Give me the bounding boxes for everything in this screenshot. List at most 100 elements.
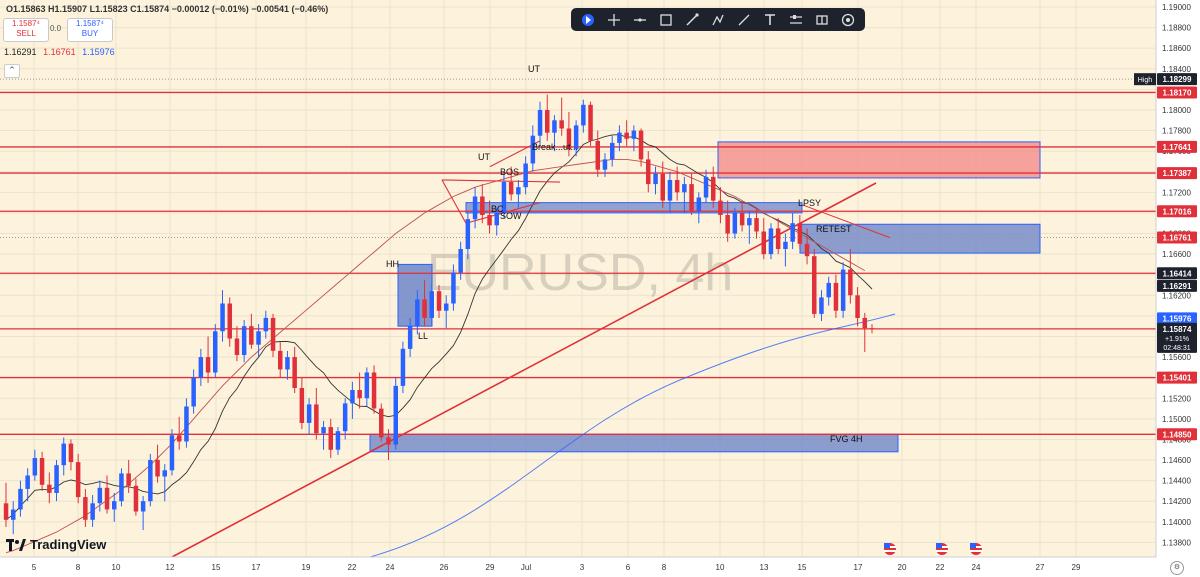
bear-candle bbox=[718, 200, 723, 215]
price-tick-label: 1.14400 bbox=[1162, 477, 1191, 486]
time-tick-label: 22 bbox=[348, 563, 357, 572]
brush-icon[interactable] bbox=[682, 11, 702, 29]
axis-settings-icon[interactable]: ⚙ bbox=[1170, 561, 1184, 575]
price-range-icon[interactable] bbox=[812, 11, 832, 29]
price-tick-label: 1.13800 bbox=[1162, 538, 1191, 547]
bull-candle bbox=[97, 487, 103, 504]
bull-candle bbox=[429, 291, 434, 318]
bull-candle bbox=[501, 182, 507, 213]
bull-candle bbox=[263, 317, 269, 332]
sell-button[interactable]: 1.1587⁴ SELL bbox=[3, 18, 49, 42]
crosshair-icon[interactable] bbox=[604, 11, 624, 29]
bear-candle bbox=[559, 120, 564, 129]
bull-candle bbox=[790, 223, 795, 242]
rectangle-icon[interactable] bbox=[656, 11, 676, 29]
bull-candle bbox=[162, 470, 167, 477]
buy-price: 1.1587⁴ bbox=[76, 19, 104, 28]
bear-candle bbox=[422, 299, 427, 318]
price-tick-label: 1.18800 bbox=[1162, 24, 1191, 33]
annotation-label: FVG 4H bbox=[830, 434, 863, 444]
long-position-icon[interactable] bbox=[786, 11, 806, 29]
cursor-icon[interactable] bbox=[578, 11, 598, 29]
price-tag-bg bbox=[1157, 428, 1197, 441]
price-tag-bg bbox=[1157, 279, 1197, 292]
bull-candle bbox=[198, 357, 204, 378]
bull-candle bbox=[11, 509, 16, 520]
bull-candle bbox=[241, 326, 247, 355]
wedge-upper-line bbox=[441, 179, 561, 183]
ma-legend: 1.16291 1.16761 1.15976 bbox=[4, 47, 119, 57]
bear-candle bbox=[177, 435, 182, 442]
bull-candle bbox=[148, 460, 153, 502]
bull-candle bbox=[783, 241, 788, 249]
trend-line-icon[interactable] bbox=[734, 11, 754, 29]
price-tick-label: 1.16200 bbox=[1162, 291, 1191, 300]
bear-candle bbox=[775, 228, 781, 249]
time-tick-label: 24 bbox=[386, 563, 395, 572]
bear-candle bbox=[47, 484, 52, 493]
us-event-flag-canton bbox=[936, 543, 942, 548]
lpsy-descending-line bbox=[801, 204, 891, 239]
ma-long-line bbox=[369, 313, 896, 558]
bull-candle bbox=[213, 331, 218, 373]
time-tick-label: 12 bbox=[166, 563, 175, 572]
time-tick-label: 26 bbox=[440, 563, 449, 572]
price-tag-value: 1.16761 bbox=[1163, 234, 1192, 243]
tradingview-logo-text: TradingView bbox=[30, 537, 107, 552]
collapse-legend-button[interactable]: ⌃ bbox=[4, 64, 20, 78]
bear-candle bbox=[357, 390, 362, 399]
price-tag-value: 1.16291 bbox=[1163, 282, 1192, 291]
levels bbox=[0, 78, 1156, 435]
time-tick-label: 19 bbox=[302, 563, 311, 572]
bull-candle bbox=[335, 431, 341, 450]
bull-candle bbox=[18, 488, 23, 510]
price-tag-bg bbox=[1157, 267, 1197, 280]
time-axis: 5 8 10 12 15 17 19 22 24 26 29 Jul 3 6 8 10 13 15 17 20 22 24… bbox=[32, 563, 1081, 572]
horizontal-line-icon[interactable] bbox=[630, 11, 650, 29]
bear-candle bbox=[588, 104, 593, 141]
price-tick-label: 1.17800 bbox=[1162, 127, 1191, 136]
supply-zone bbox=[717, 141, 1041, 179]
price-tag-value: 1.15976 bbox=[1163, 314, 1192, 323]
time-tick-label: 22 bbox=[936, 563, 945, 572]
bull-candle bbox=[537, 110, 543, 136]
economic-events bbox=[884, 543, 982, 555]
bull-candle bbox=[306, 404, 312, 423]
pen-icon[interactable] bbox=[708, 11, 728, 29]
bear-candle bbox=[869, 328, 875, 330]
price-tick-label: 1.15000 bbox=[1162, 415, 1191, 424]
price-tick-label: 1.18000 bbox=[1162, 106, 1191, 115]
sell-label: SELL bbox=[16, 29, 36, 38]
bear-candle bbox=[797, 223, 803, 244]
bull-candle bbox=[826, 282, 831, 298]
annotation-label: Break...ut... bbox=[532, 142, 578, 152]
annotation-label: UT bbox=[528, 64, 540, 74]
us-event-flag-stripe bbox=[936, 550, 948, 552]
bull-candle bbox=[25, 475, 30, 489]
bull-candle bbox=[342, 403, 348, 432]
sell-price: 1.1587⁴ bbox=[12, 19, 40, 28]
time-tick-label: 27 bbox=[1036, 563, 1045, 572]
time-axis-bg[interactable] bbox=[0, 557, 1200, 577]
bull-candle bbox=[407, 326, 413, 349]
bull-candle bbox=[602, 159, 608, 170]
bear-candle bbox=[436, 291, 442, 311]
price-tick-label: 1.16600 bbox=[1162, 250, 1191, 259]
buy-button[interactable]: 1.1587⁴ BUY bbox=[67, 18, 113, 42]
price-tag-bg bbox=[1157, 322, 1197, 353]
annotation-label: RETEST bbox=[816, 224, 852, 234]
price-tag-value: 1.15401 bbox=[1163, 374, 1192, 383]
bull-candle bbox=[119, 473, 124, 502]
tradingview-logo[interactable]: TradingView bbox=[6, 537, 106, 552]
bull-candle bbox=[220, 303, 225, 332]
wedge-lower-line bbox=[465, 202, 541, 224]
price-tag-bg bbox=[1157, 312, 1197, 325]
price-tag-sub: 02:48:31 bbox=[1163, 345, 1190, 352]
time-tick-label: 24 bbox=[972, 563, 981, 572]
settings-icon[interactable] bbox=[838, 11, 858, 29]
text-icon[interactable] bbox=[760, 11, 780, 29]
bear-candle bbox=[328, 427, 333, 450]
